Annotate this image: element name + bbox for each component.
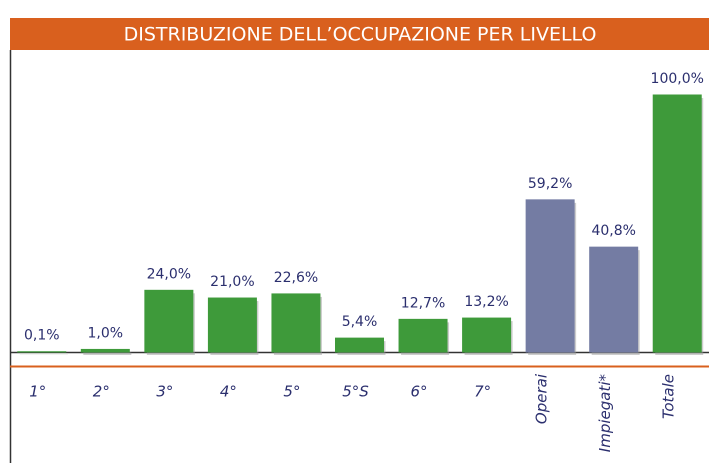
bar [80, 348, 130, 353]
value-label: 22,6% [274, 270, 318, 286]
bar-sheen [659, 98, 696, 349]
x-tick-label: Totale [660, 374, 678, 419]
x-tick-label: 7° [474, 383, 491, 401]
value-label: 13,2% [464, 294, 508, 310]
value-label: 5,4% [342, 314, 378, 330]
bar-sheen [277, 296, 314, 349]
x-tick-label: Operai [533, 373, 551, 424]
bar-sheen [532, 202, 569, 349]
bar-shadow [83, 352, 132, 355]
value-label: 100,0% [651, 71, 704, 87]
title-bar [10, 18, 709, 50]
bar-sheen [468, 321, 505, 349]
value-label: 1,0% [88, 325, 124, 341]
value-label: 24,0% [147, 266, 191, 282]
value-label: 21,0% [210, 274, 254, 290]
x-tick-label: Impiegati* [596, 374, 614, 453]
value-label: 59,2% [528, 176, 572, 192]
x-tick-label: 4° [220, 383, 237, 401]
x-tick-label: 1° [29, 383, 46, 401]
bar-sheen [150, 293, 187, 349]
value-label: 0,1% [24, 328, 60, 344]
value-label: 12,7% [401, 295, 445, 311]
chart-title: DISTRIBUZIONE DELL’OCCUPAZIONE PER LIVEL… [124, 24, 597, 46]
x-tick-label: 5° [283, 383, 300, 401]
x-tick-label: 5°S [342, 383, 369, 401]
bar-sheen [405, 322, 442, 349]
x-tick-label: 2° [93, 383, 110, 401]
bar-sheen [214, 301, 251, 349]
x-tick-label: 6° [411, 383, 428, 401]
bar-sheen [595, 250, 632, 349]
x-tick-label: 3° [156, 383, 173, 401]
value-label: 40,8% [591, 223, 635, 239]
bar-sheen [341, 341, 378, 349]
